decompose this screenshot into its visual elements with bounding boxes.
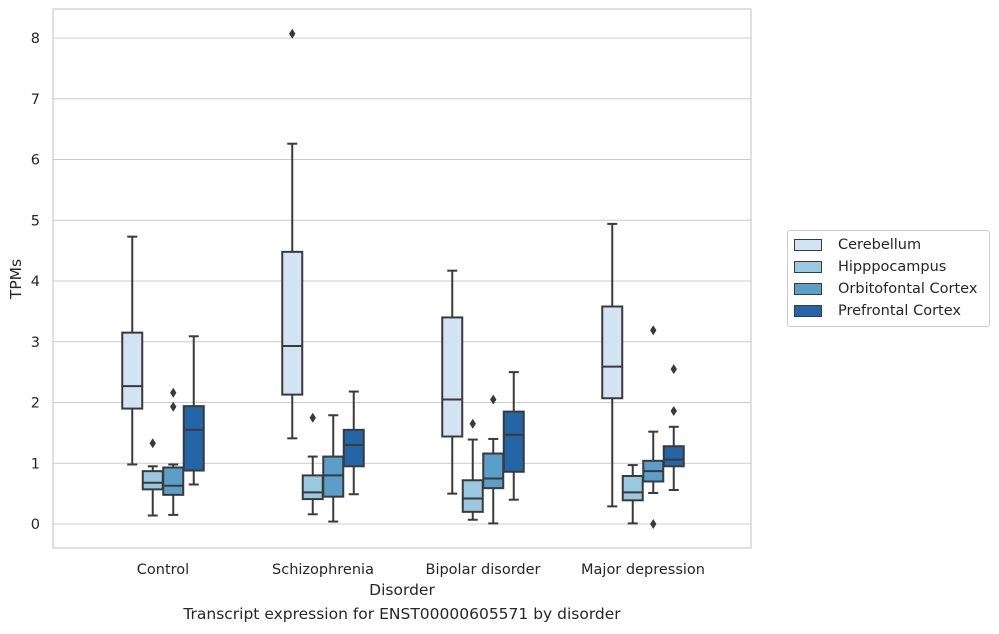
iqr-box bbox=[662, 445, 685, 468]
x-tick-labels: Control Schizophrenia Bipolar disorder Majo… bbox=[137, 562, 705, 578]
y-axis-label: TPMs bbox=[7, 259, 25, 300]
legend-swatch-prefrontal-cortex bbox=[794, 305, 822, 317]
outlier-point bbox=[670, 406, 677, 417]
box-orbitofontal-cortex-bipolar-disorder bbox=[482, 394, 505, 525]
iqr-box bbox=[342, 428, 365, 468]
iqr-box bbox=[121, 331, 144, 410]
iqr-box bbox=[141, 470, 164, 491]
x-tick-label-control: Control bbox=[137, 562, 189, 578]
y-tick-label-1: 1 bbox=[31, 456, 40, 472]
outlier-point bbox=[170, 387, 177, 398]
box-cerebellum-control bbox=[121, 235, 144, 466]
iqr-box bbox=[482, 452, 505, 490]
iqr-box bbox=[162, 466, 185, 496]
figure-caption: Transcript expression for ENST0000060557… bbox=[183, 605, 621, 623]
legend-label-orbitofrontal-cortex: Orbitofontal Cortex bbox=[838, 281, 978, 297]
legend-item-orbitofrontal-cortex: Orbitofontal Cortex bbox=[794, 279, 977, 299]
y-tick-label-0: 0 bbox=[31, 517, 40, 533]
box-hipppocampus-control bbox=[141, 438, 164, 517]
iqr-box bbox=[281, 250, 304, 396]
outlier-point bbox=[149, 438, 156, 449]
y-tick-label-6: 6 bbox=[31, 153, 40, 169]
y-tick-label-5: 5 bbox=[31, 213, 40, 229]
iqr-box bbox=[461, 479, 484, 513]
box-orbitofontal-cortex-schizophrenia bbox=[322, 414, 345, 523]
box-cerebellum-major-depression bbox=[601, 222, 624, 508]
iqr-box bbox=[182, 405, 205, 472]
legend-label-cerebellum: Cerebellum bbox=[838, 237, 922, 253]
box-orbitofontal-cortex-major-depression bbox=[642, 325, 665, 529]
y-tick-label-2: 2 bbox=[31, 396, 40, 412]
outlier-point bbox=[650, 325, 657, 336]
iqr-box bbox=[301, 474, 324, 501]
y-tick-label-3: 3 bbox=[31, 335, 40, 351]
legend-swatch-cerebellum bbox=[794, 239, 822, 251]
x-tick-label-schizophrenia: Schizophrenia bbox=[272, 562, 374, 578]
outlier-point bbox=[170, 401, 177, 412]
y-tick-label-4: 4 bbox=[31, 274, 40, 290]
box-prefrontal-cortex-major-depression bbox=[662, 364, 685, 491]
box-hipppocampus-schizophrenia bbox=[301, 412, 324, 516]
iqr-box bbox=[441, 316, 464, 438]
legend-swatch-hippocampus bbox=[794, 261, 822, 273]
x-tick-label-major-depression: Major depression bbox=[581, 562, 705, 578]
box-cerebellum-schizophrenia bbox=[281, 28, 304, 440]
box-orbitofontal-cortex-control bbox=[162, 387, 185, 516]
iqr-box bbox=[322, 455, 345, 498]
outlier-point bbox=[309, 412, 316, 423]
x-tick-label-bipolar-disorder: Bipolar disorder bbox=[426, 562, 541, 578]
legend-item-prefrontal-cortex: Prefrontal Cortex bbox=[794, 301, 961, 321]
box-cerebellum-bipolar-disorder bbox=[441, 269, 464, 495]
boxes bbox=[121, 28, 685, 529]
outlier-point bbox=[650, 519, 657, 529]
legend: Cerebellum Hipppocampus Orbitofontal Cor… bbox=[787, 230, 990, 327]
legend-label-hippocampus: Hipppocampus bbox=[838, 259, 947, 275]
y-tick-labels: 0 1 2 3 4 5 6 7 8 bbox=[31, 31, 40, 533]
box-prefrontal-cortex-bipolar-disorder bbox=[502, 371, 525, 501]
legend-label-prefrontal-cortex: Prefrontal Cortex bbox=[838, 303, 961, 319]
y-tick-label-7: 7 bbox=[31, 92, 40, 108]
box-prefrontal-cortex-control bbox=[182, 335, 205, 486]
y-tick-label-8: 8 bbox=[31, 31, 40, 47]
outlier-point bbox=[490, 394, 497, 405]
iqr-box bbox=[502, 410, 525, 473]
box-prefrontal-cortex-schizophrenia bbox=[342, 390, 365, 496]
iqr-box bbox=[601, 305, 624, 400]
x-axis-label: Disorder bbox=[369, 581, 435, 599]
outlier-point bbox=[289, 28, 296, 39]
legend-swatch-orbitofrontal-cortex bbox=[794, 283, 822, 295]
box-hipppocampus-major-depression bbox=[621, 464, 644, 525]
legend-item-hippocampus: Hipppocampus bbox=[794, 257, 946, 277]
iqr-box bbox=[621, 475, 644, 502]
outlier-point bbox=[469, 418, 476, 429]
outlier-point bbox=[670, 364, 677, 375]
legend-item-cerebellum: Cerebellum bbox=[794, 235, 921, 255]
box-hipppocampus-bipolar-disorder bbox=[461, 418, 484, 521]
